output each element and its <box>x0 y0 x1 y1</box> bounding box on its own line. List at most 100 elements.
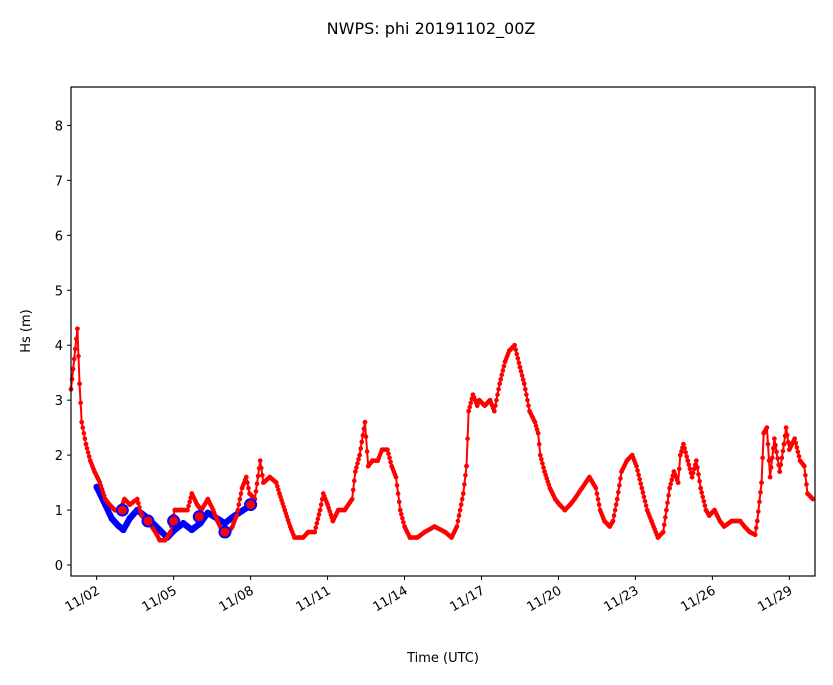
data-point <box>774 449 779 455</box>
data-point <box>210 507 216 513</box>
data-point <box>542 469 547 474</box>
data-point <box>306 529 311 535</box>
data-point <box>644 507 650 513</box>
data-point <box>496 386 501 392</box>
data-point <box>168 529 173 535</box>
data-point <box>358 446 363 451</box>
data-point <box>273 480 279 485</box>
y-axis: 0 1 2 3 4 5 6 7 8 <box>55 119 71 574</box>
data-point <box>793 440 799 446</box>
data-point <box>699 490 704 495</box>
x-tick-label: 11/05 <box>140 583 180 615</box>
data-point <box>79 419 84 425</box>
data-point <box>449 535 454 540</box>
data-point <box>359 439 365 445</box>
x-axis-label: Time (UTC) <box>406 651 479 666</box>
data-point <box>275 483 280 489</box>
data-point <box>80 425 86 430</box>
data-point <box>313 525 319 530</box>
data-point <box>74 336 79 342</box>
daily-marker <box>141 514 155 528</box>
data-point <box>239 485 245 491</box>
data-point <box>635 468 640 473</box>
data-point <box>172 507 177 513</box>
data-point <box>354 465 359 470</box>
data-point <box>661 522 667 528</box>
data-point <box>712 507 717 513</box>
data-point <box>385 447 390 452</box>
data-point <box>593 485 599 491</box>
data-point <box>683 450 688 455</box>
data-point <box>541 465 546 470</box>
data-point <box>234 513 239 518</box>
data-point <box>136 500 141 506</box>
data-point <box>187 499 192 505</box>
data-point <box>537 452 543 458</box>
data-point <box>671 469 677 474</box>
data-point <box>375 458 381 463</box>
x-tick-label: 11/14 <box>371 583 411 615</box>
data-point <box>215 518 220 524</box>
data-point <box>761 430 766 436</box>
data-point <box>802 463 807 469</box>
data-point <box>189 491 195 496</box>
data-point <box>387 455 392 461</box>
data-point <box>318 502 324 507</box>
data-point <box>76 353 81 359</box>
data-point <box>400 516 405 521</box>
data-point <box>521 381 527 386</box>
data-point <box>769 455 775 461</box>
data-point <box>759 480 764 485</box>
data-point <box>499 372 505 378</box>
data-point <box>562 507 568 513</box>
data-point <box>579 485 585 491</box>
data-point <box>660 529 666 535</box>
daily-marker <box>167 514 181 528</box>
data-point <box>706 513 712 518</box>
data-point <box>457 507 463 513</box>
y-tick-label: 8 <box>55 119 63 134</box>
data-point <box>83 441 89 447</box>
data-point <box>766 458 772 463</box>
data-point <box>664 507 669 513</box>
data-point <box>518 369 524 374</box>
data-point <box>388 459 393 465</box>
data-point <box>261 480 266 485</box>
data-point <box>698 485 703 491</box>
data-point <box>245 480 250 485</box>
data-point <box>717 518 723 524</box>
data-point <box>607 524 613 529</box>
data-point <box>567 502 573 507</box>
data-point <box>618 476 623 481</box>
data-point <box>685 458 691 463</box>
data-point <box>775 456 780 461</box>
data-point <box>787 447 792 452</box>
data-point <box>230 524 235 529</box>
data-point <box>81 430 87 436</box>
data-point <box>464 463 469 469</box>
data-point <box>795 449 801 455</box>
data-point <box>258 465 264 471</box>
data-point <box>205 496 211 502</box>
data-point <box>316 512 322 517</box>
data-point <box>534 427 540 432</box>
data-point <box>697 478 702 484</box>
data-point <box>97 480 103 485</box>
data-point <box>442 529 448 535</box>
data-point <box>120 526 127 534</box>
data-point <box>640 490 646 495</box>
data-point <box>204 509 212 517</box>
series-1 <box>68 326 816 543</box>
data-point <box>465 436 470 441</box>
data-point <box>517 364 523 370</box>
data-point <box>533 423 539 429</box>
data-point <box>396 499 402 505</box>
data-point <box>342 507 347 513</box>
data-point <box>482 403 487 408</box>
data-point <box>617 483 622 488</box>
data-point <box>524 392 529 397</box>
data-point <box>805 491 810 496</box>
data-point <box>595 496 601 502</box>
data-point <box>126 515 133 522</box>
data-point <box>610 518 616 524</box>
